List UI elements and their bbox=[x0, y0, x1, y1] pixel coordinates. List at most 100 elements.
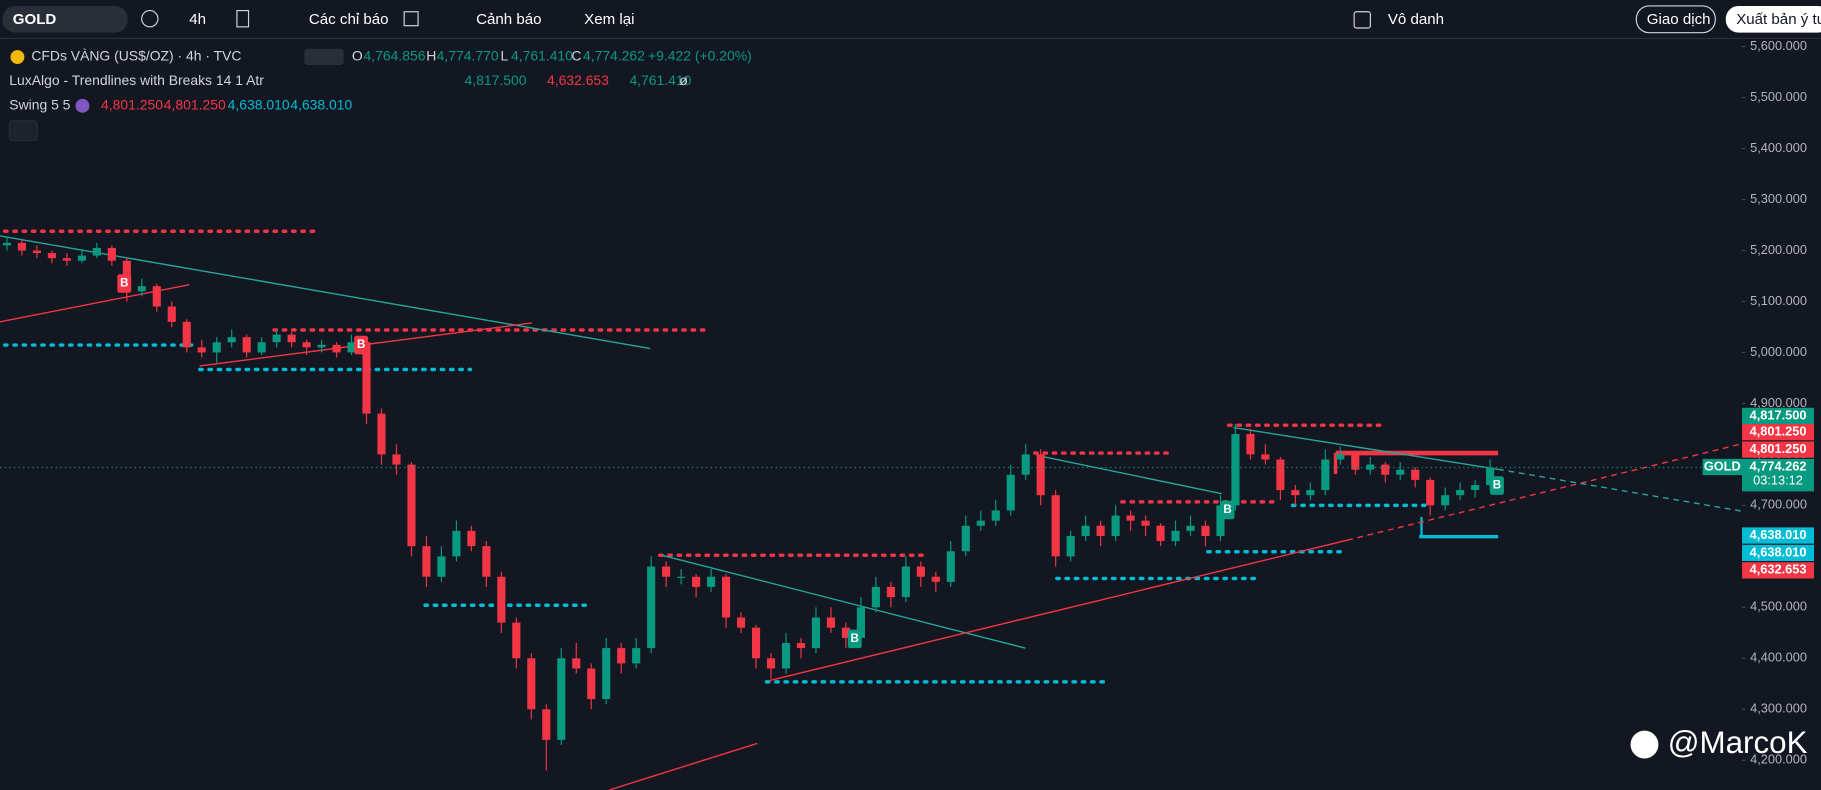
break-signal-label: B bbox=[120, 277, 128, 290]
c-label: C bbox=[571, 48, 581, 64]
candle-body bbox=[602, 648, 611, 700]
candle-body bbox=[991, 510, 1000, 521]
templates[interactable] bbox=[403, 11, 419, 27]
y-tick-label: 5,600.000 bbox=[1750, 38, 1807, 53]
y-tick-label: 5,300.000 bbox=[1750, 191, 1807, 206]
y-tick-label: 5,000.000 bbox=[1750, 344, 1807, 359]
symbol-tag bbox=[1702, 458, 1743, 476]
candle-body bbox=[377, 413, 386, 455]
interval[interactable]: 4h bbox=[189, 11, 206, 28]
candle-body bbox=[1231, 434, 1240, 506]
symbol-tag-label: GOLD bbox=[1704, 458, 1741, 473]
candle-body bbox=[617, 648, 626, 664]
y-tick-label: 4,900.000 bbox=[1750, 395, 1807, 410]
candle-body bbox=[1351, 454, 1360, 470]
candle-body bbox=[1426, 479, 1435, 506]
price-tag-label: 4,774.262 bbox=[1750, 458, 1807, 473]
layout-name[interactable]: Vô danh bbox=[1388, 11, 1444, 28]
candle-body bbox=[1111, 515, 1120, 536]
price-tag-label: 4,632.653 bbox=[1750, 562, 1807, 577]
chart-type[interactable] bbox=[236, 10, 250, 28]
candle-body bbox=[62, 258, 71, 261]
candle-body bbox=[572, 658, 581, 669]
replay-button[interactable]: Xem lại bbox=[584, 11, 634, 28]
layout-icon[interactable] bbox=[1353, 11, 1371, 29]
candle-body bbox=[632, 648, 641, 664]
price-tag bbox=[1742, 424, 1815, 441]
candle-body bbox=[272, 334, 281, 343]
candle-body bbox=[482, 546, 491, 577]
indicator-value: 4,632.653 bbox=[547, 72, 609, 88]
candle-body bbox=[392, 454, 401, 465]
change: +9.422 (+0.20%) bbox=[648, 48, 752, 64]
y-tick-label: 4,500.000 bbox=[1750, 599, 1807, 614]
indicator-value: 4,817.500 bbox=[465, 72, 527, 88]
candle-body bbox=[17, 242, 27, 251]
toolbar: GOLD 4h Các chỉ báo Cảnh báo Xem lại Vô … bbox=[0, 0, 1821, 40]
candle-body bbox=[1021, 454, 1030, 475]
add-symbol[interactable] bbox=[141, 10, 159, 28]
candle-body bbox=[1486, 467, 1495, 485]
candle-body bbox=[811, 617, 821, 649]
indicator-value: 4,638.010 bbox=[228, 97, 290, 113]
candle-body bbox=[407, 464, 416, 547]
candle-body bbox=[871, 586, 880, 608]
trade-button[interactable]: Giao dịch bbox=[1647, 11, 1711, 28]
candle-body bbox=[497, 576, 506, 623]
y-tick-label: 4,300.000 bbox=[1750, 701, 1807, 716]
candle-body bbox=[542, 709, 551, 740]
candle-body bbox=[1246, 434, 1255, 455]
y-tick-label: 5,500.000 bbox=[1750, 89, 1807, 104]
price-tag bbox=[1742, 562, 1815, 579]
candle-body bbox=[736, 617, 746, 628]
candle-body bbox=[467, 530, 476, 547]
high: 4,774.770 bbox=[437, 48, 499, 64]
candle-body bbox=[1096, 525, 1105, 536]
candle-body bbox=[107, 247, 116, 261]
indicators-button[interactable]: Các chỉ báo bbox=[309, 11, 389, 28]
candle-body bbox=[1336, 454, 1345, 460]
price-axis-labels: 5,600.000 5,500.000 5,400.000 5,300.000 5,20… bbox=[1742, 38, 1807, 767]
candle-body bbox=[841, 627, 850, 638]
candle-body bbox=[1036, 454, 1045, 496]
indicator-value: 4,638.010 bbox=[290, 97, 352, 113]
candle-body bbox=[1171, 530, 1180, 542]
candle-body bbox=[527, 658, 536, 710]
candle-body bbox=[766, 658, 776, 669]
candle-body bbox=[931, 576, 940, 582]
candle-body bbox=[901, 566, 910, 598]
legend: CFDs VÀNG (US$/OZ) · 4h · TVC O 4,764.85… bbox=[8, 48, 752, 142]
candles bbox=[0, 237, 1743, 771]
trade-pill[interactable] bbox=[1635, 5, 1716, 34]
publish-button[interactable]: Xuất bản ý tư bbox=[1736, 11, 1821, 28]
candle-body bbox=[437, 556, 446, 577]
break-signal bbox=[117, 274, 132, 293]
collapse-legend[interactable] bbox=[8, 120, 38, 142]
price-tag-label: 4,801.250 bbox=[1750, 424, 1807, 439]
candle-body bbox=[587, 668, 596, 700]
l-label: L bbox=[501, 48, 509, 64]
candle-body bbox=[1066, 535, 1075, 557]
publish-pill[interactable] bbox=[1725, 5, 1821, 33]
price-tag bbox=[1742, 527, 1815, 544]
candle-body bbox=[362, 342, 371, 414]
symbol-search[interactable] bbox=[2, 5, 128, 33]
candle-body bbox=[1381, 464, 1390, 475]
price-tag bbox=[1742, 407, 1815, 425]
candle-body bbox=[1261, 454, 1270, 460]
candle-body bbox=[886, 586, 895, 598]
candle-body bbox=[47, 253, 56, 259]
candle-body bbox=[1201, 525, 1210, 536]
candle-body bbox=[2, 242, 12, 246]
candle-body bbox=[1006, 474, 1015, 511]
break-signal bbox=[1490, 476, 1504, 495]
candle-body bbox=[946, 551, 955, 582]
symbol[interactable]: GOLD bbox=[13, 11, 57, 28]
y-tick-label: 4,700.000 bbox=[1750, 497, 1807, 512]
candle-body bbox=[227, 337, 236, 343]
symbol-title: CFDs VÀNG (US$/OZ) · 4h · TVC bbox=[31, 48, 241, 64]
alerts-button[interactable]: Cảnh báo bbox=[476, 11, 541, 28]
price-tag-label: 4,817.500 bbox=[1750, 407, 1807, 422]
candle-body bbox=[1411, 469, 1420, 480]
